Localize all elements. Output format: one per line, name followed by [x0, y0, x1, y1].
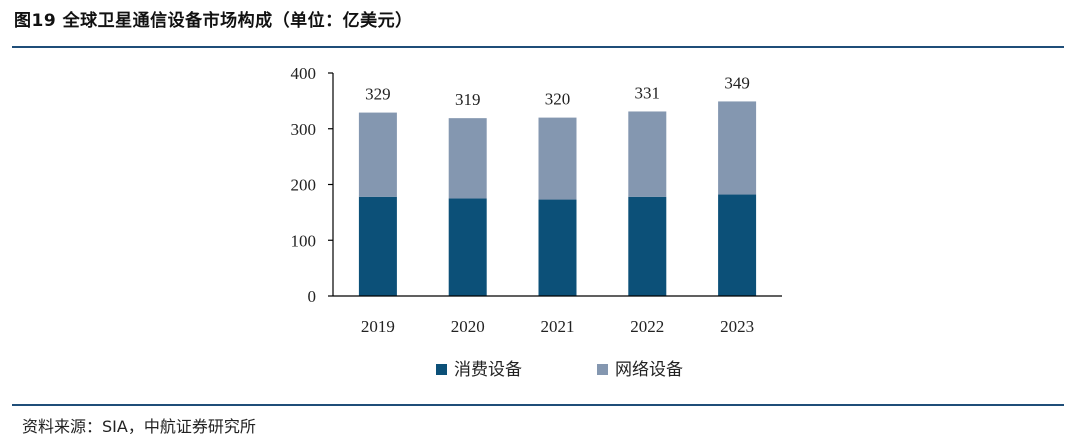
top-divider	[12, 46, 1064, 48]
x-tick-label-2023: 2023	[720, 317, 754, 336]
y-tick-label: 0	[308, 287, 317, 306]
legend-swatch-network	[597, 364, 608, 375]
source-note: 资料来源：SIA，中航证券研究所	[22, 417, 256, 436]
bar-network-2023	[718, 101, 757, 195]
x-tick-label-2021: 2021	[541, 317, 575, 336]
bar-network-2019	[358, 112, 397, 197]
total-label-2019: 329	[365, 85, 391, 104]
x-tick-label-2020: 2020	[451, 317, 485, 336]
total-label-2020: 319	[455, 90, 481, 109]
total-label-2023: 349	[724, 73, 750, 92]
total-label-2021: 320	[545, 90, 571, 109]
y-tick-label: 100	[291, 231, 317, 250]
bar-consumer-2019	[358, 196, 397, 296]
legend-swatch-consumer	[436, 364, 447, 375]
bar-consumer-2020	[448, 198, 487, 296]
legend-label-network: 网络设备	[615, 360, 683, 380]
bar-consumer-2022	[628, 196, 667, 296]
total-label-2022: 331	[635, 83, 661, 102]
bar-network-2022	[628, 111, 667, 197]
bottom-divider	[12, 404, 1064, 406]
figure-title: 图19 全球卫星通信设备市场构成（单位：亿美元）	[14, 11, 413, 31]
y-tick-label: 400	[291, 64, 317, 83]
bar-network-2020	[448, 118, 487, 199]
bar-consumer-2023	[718, 194, 757, 296]
x-tick-label-2022: 2022	[630, 317, 664, 336]
y-tick-label: 200	[291, 176, 317, 195]
legend-label-consumer: 消费设备	[454, 360, 522, 380]
y-tick-label: 300	[291, 120, 317, 139]
x-tick-label-2019: 2019	[361, 317, 395, 336]
bar-consumer-2021	[538, 199, 577, 296]
bar-network-2021	[538, 117, 577, 200]
